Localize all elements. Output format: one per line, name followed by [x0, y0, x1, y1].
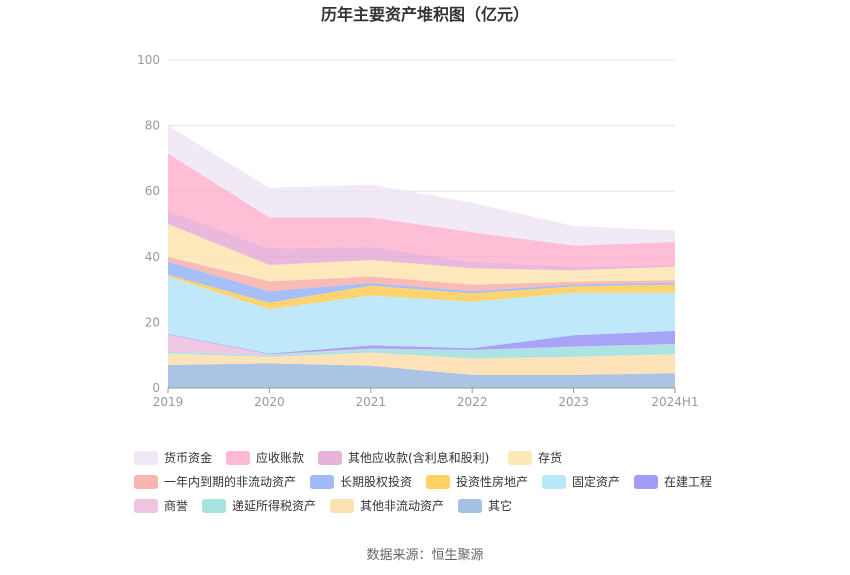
legend-swatch [542, 475, 566, 489]
legend-swatch [134, 451, 158, 465]
legend-label: 在建工程 [664, 474, 712, 489]
legend-label: 投资性房地产 [456, 474, 528, 489]
y-tick-label: 80 [145, 119, 160, 133]
legend-item[interactable]: 应收账款 [226, 450, 304, 465]
legend-item[interactable]: 货币资金 [134, 450, 212, 465]
legend-swatch [134, 475, 158, 489]
legend-swatch [634, 475, 658, 489]
legend-label: 其它 [488, 498, 512, 513]
legend-item[interactable]: 其它 [458, 498, 512, 513]
legend-item[interactable]: 在建工程 [634, 474, 712, 489]
legend-item[interactable]: 一年内到期的非流动资产 [134, 474, 296, 489]
area-商誉 [168, 334, 675, 356]
legend-label: 应收账款 [256, 450, 304, 465]
legend-label: 递延所得税资产 [232, 498, 316, 513]
legend-swatch [508, 451, 532, 465]
x-tick-label: 2023 [558, 395, 589, 409]
legend-item[interactable]: 固定资产 [542, 474, 620, 489]
area-一年内到期的非流动资产 [168, 256, 675, 292]
legend-item[interactable]: 其他非流动资产 [330, 499, 444, 513]
legend-swatch [318, 451, 342, 465]
legend-item[interactable]: 投资性房地产 [426, 474, 528, 489]
area-其他非流动资产 [168, 352, 675, 375]
x-tick-label: 2022 [457, 395, 488, 409]
legend-label: 其他应收款(含利息和股利) [348, 450, 489, 465]
y-tick-label: 20 [145, 315, 160, 329]
legend-item[interactable]: 其他应收款(含利息和股利) [318, 450, 489, 465]
area-投资性房地产 [168, 274, 675, 310]
y-tick-label: 0 [152, 381, 160, 395]
area-应收账款 [168, 153, 675, 267]
legend-label: 一年内到期的非流动资产 [164, 474, 296, 489]
area-在建工程 [168, 330, 675, 355]
legend-label: 其他非流动资产 [360, 499, 444, 513]
legend-swatch [310, 475, 334, 489]
legend-swatch [458, 499, 482, 513]
legend-label: 存货 [538, 450, 562, 465]
chart-title: 历年主要资产堆积图（亿元） [321, 5, 529, 24]
area-递延所得税资产 [168, 344, 675, 359]
area-存货 [168, 224, 675, 285]
legend-swatch [330, 499, 354, 513]
axes: 0 20 40 60 80 100 2019 2020 2021 2022 2023 2024H1 [137, 53, 699, 409]
area-货币资金 [168, 125, 675, 246]
x-tick-label: 2024H1 [651, 395, 698, 409]
legend-label: 商誉 [164, 498, 188, 513]
legend-label: 固定资产 [572, 474, 620, 489]
y-tick-label: 100 [137, 53, 160, 67]
x-tick-label: 2020 [254, 395, 285, 409]
area-长期股权投资 [168, 261, 675, 303]
legend-item[interactable]: 存货 [508, 450, 562, 465]
area-series [168, 125, 675, 388]
legend-swatch [426, 475, 450, 489]
legend-item[interactable]: 长期股权投资 [310, 474, 412, 489]
y-tick-label: 60 [145, 184, 160, 198]
legend-item[interactable]: 递延所得税资产 [202, 498, 316, 513]
legend-swatch [202, 499, 226, 513]
y-tick-label: 40 [145, 250, 160, 264]
legend-label: 长期股权投资 [340, 474, 412, 489]
source-note: 数据来源：恒生聚源 [366, 548, 483, 563]
legend-label: 货币资金 [164, 450, 212, 465]
x-tick-label: 2019 [153, 395, 184, 409]
area-其它 [168, 363, 675, 388]
legend-item[interactable]: 商誉 [134, 498, 188, 513]
legend-swatch [134, 499, 158, 513]
area-其他应收款(含利息和股利) [168, 210, 675, 271]
area-固定资产 [168, 276, 675, 354]
x-tick-label: 2021 [356, 395, 387, 409]
legend-swatch [226, 451, 250, 465]
